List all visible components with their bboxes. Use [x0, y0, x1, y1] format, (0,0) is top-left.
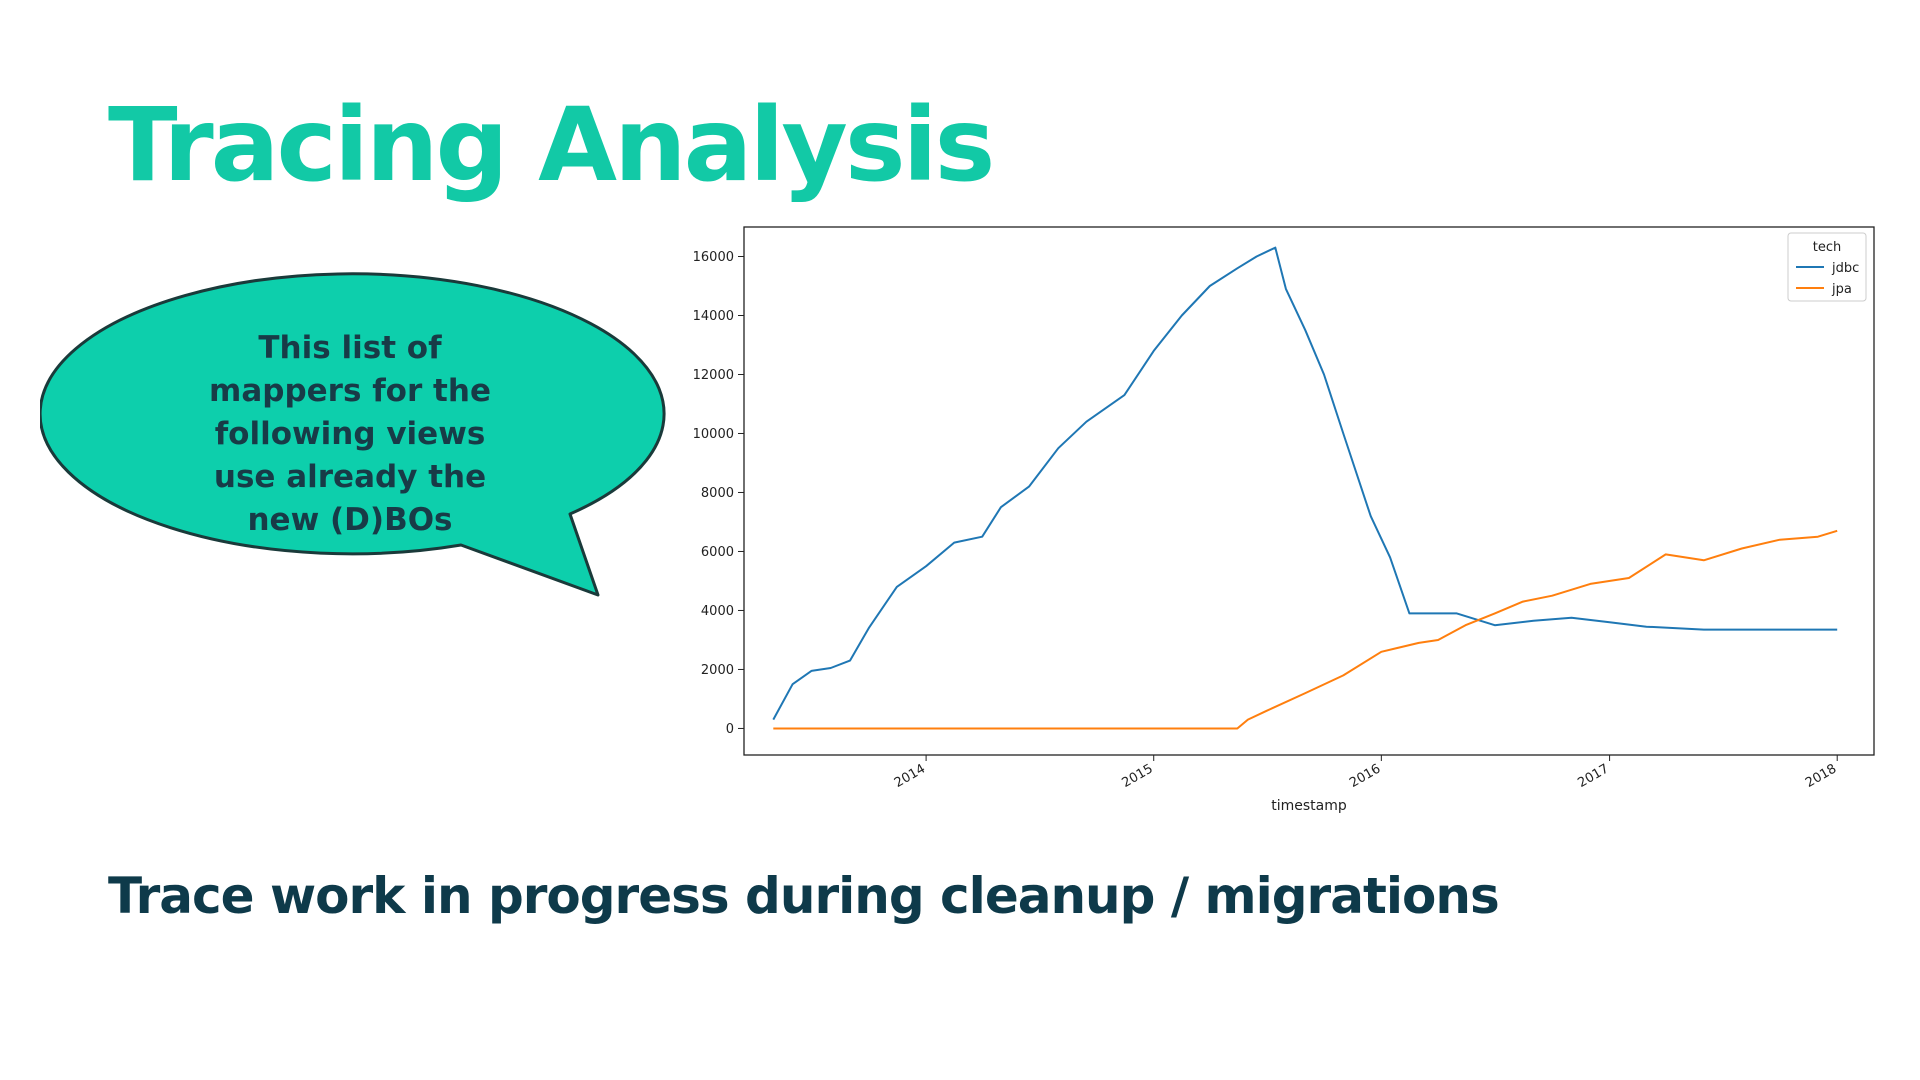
x-axis: 2014 2015 2016 2017 2018 [892, 755, 1839, 791]
series-layer [772, 246, 1838, 730]
y-tick-label: 6000 [701, 545, 734, 560]
x-tick-label: 2017 [1575, 761, 1611, 791]
y-tick-label: 0 [726, 722, 734, 737]
slide-title: Tracing Analysis [108, 86, 995, 205]
speech-bubble-text: This list of mappers for the following v… [209, 330, 491, 538]
plot-frame [743, 226, 1875, 756]
legend: tech jdbc jpa [1787, 232, 1867, 302]
y-tick-label: 16000 [693, 250, 734, 265]
legend-label-jdbc: jdbc [1831, 261, 1859, 276]
legend-box [1787, 232, 1867, 302]
speech-bubble-outline [40, 272, 666, 597]
line-chart: 0 2000 4000 6000 8000 10000 12000 14000 16000 20… [670, 215, 1890, 824]
y-tick-label: 10000 [693, 427, 734, 442]
y-tick-label: 8000 [701, 486, 734, 501]
speech-bubble: This list of mappers for the following v… [40, 262, 700, 612]
series-line-jdbc [772, 246, 1838, 721]
y-tick-label: 12000 [693, 368, 734, 383]
slide-subtitle: Trace work in progress during cleanup / … [108, 867, 1500, 925]
legend-title: tech [1813, 240, 1841, 255]
line-chart-svg: 0 2000 4000 6000 8000 10000 12000 14000 16000 20… [693, 226, 1875, 814]
y-axis: 0 2000 4000 6000 8000 10000 12000 14000 16000 [693, 250, 744, 737]
x-tick-label: 2015 [1120, 761, 1156, 791]
legend-label-jpa: jpa [1831, 282, 1852, 297]
y-tick-label: 14000 [693, 309, 734, 324]
x-axis-label: timestamp [1271, 798, 1347, 814]
speech-bubble-shape [40, 272, 666, 597]
series-line-jpa [773, 529, 1838, 730]
y-tick-label: 4000 [701, 604, 734, 619]
x-tick-label: 2014 [892, 761, 928, 791]
x-tick-label: 2016 [1347, 761, 1383, 791]
x-tick-label: 2018 [1803, 761, 1839, 791]
y-tick-label: 2000 [701, 663, 734, 678]
